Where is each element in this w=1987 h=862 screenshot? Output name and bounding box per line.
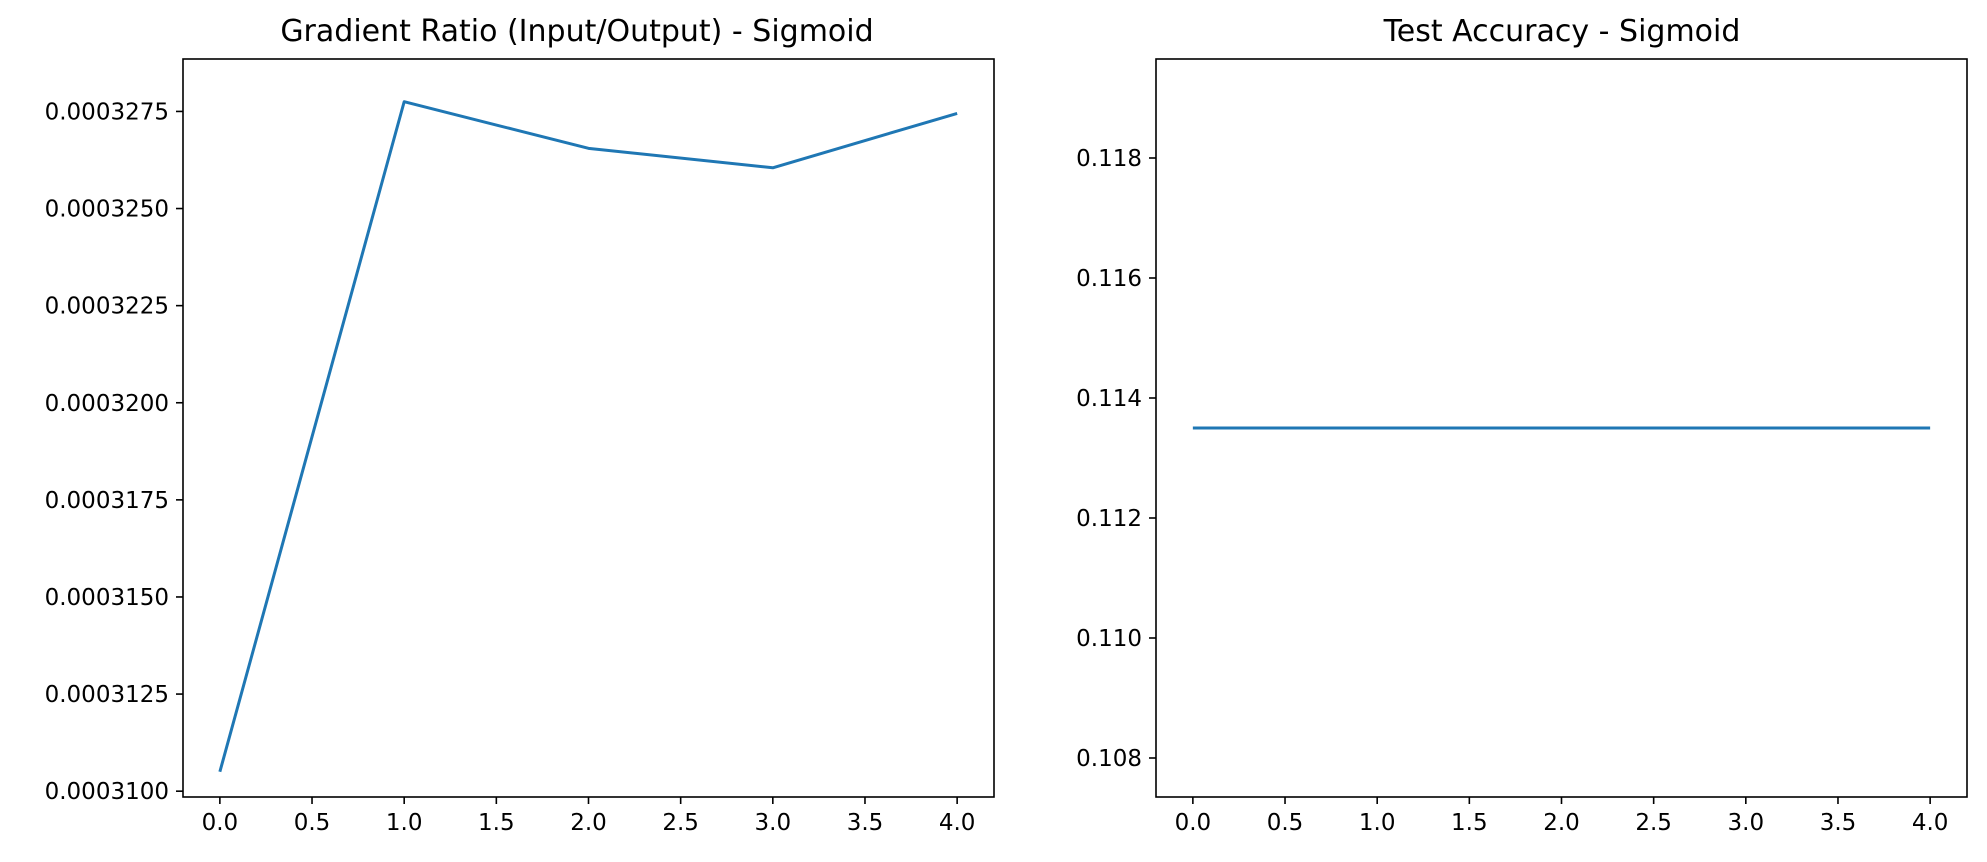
x-tick-label: 3.0 xyxy=(1728,810,1765,836)
x-tick-label: 1.0 xyxy=(1359,810,1396,836)
y-tick-label: 0.0003150 xyxy=(45,585,169,611)
y-tick-label: 0.0003100 xyxy=(45,779,169,805)
y-tick-label: 0.0003175 xyxy=(45,488,169,514)
chart-title: Gradient Ratio (Input/Output) - Sigmoid xyxy=(280,14,873,49)
series-line xyxy=(218,100,958,773)
y-tick-label: 0.0003225 xyxy=(45,294,169,320)
plot-frame xyxy=(1155,58,1968,798)
x-tick-label: 3.5 xyxy=(847,810,884,836)
x-tick-label: 3.0 xyxy=(755,810,792,836)
y-tick-label: 0.110 xyxy=(1076,626,1142,652)
x-tick-label: 4.0 xyxy=(1912,810,1949,836)
y-tick-label: 0.112 xyxy=(1076,506,1142,532)
x-tick-label: 0.0 xyxy=(1175,810,1212,836)
x-tick-label: 0.5 xyxy=(1267,810,1304,836)
y-tick-label: 0.114 xyxy=(1076,386,1142,412)
x-tick-label: 4.0 xyxy=(939,810,976,836)
gradient-ratio-chart: Gradient Ratio (Input/Output) - Sigmoid … xyxy=(45,14,995,836)
y-tick-label: 0.0003125 xyxy=(45,682,169,708)
y-tick-label: 0.0003275 xyxy=(45,99,169,125)
y-tick-label: 0.0003250 xyxy=(45,197,169,223)
y-tick-label: 0.116 xyxy=(1076,266,1142,292)
plot-frame xyxy=(182,58,995,798)
x-tick-label: 0.0 xyxy=(202,810,239,836)
x-tick-label: 2.0 xyxy=(570,810,607,836)
test-accuracy-chart: Test Accuracy - Sigmoid 0.0 0.5 1.0 1.5 2.0 2… xyxy=(1076,14,1968,836)
x-tick-label: 3.5 xyxy=(1820,810,1857,836)
x-tick-label: 1.0 xyxy=(386,810,423,836)
x-tick-label: 1.5 xyxy=(478,810,515,836)
chart-title: Test Accuracy - Sigmoid xyxy=(1383,14,1741,49)
x-tick-label: 1.5 xyxy=(1451,810,1488,836)
x-tick-label: 2.5 xyxy=(1635,810,1672,836)
y-tick-label: 0.118 xyxy=(1076,146,1142,172)
y-tick-label: 0.108 xyxy=(1076,746,1142,772)
x-tick-label: 2.5 xyxy=(662,810,699,836)
x-tick-label: 0.5 xyxy=(294,810,331,836)
x-tick-label: 2.0 xyxy=(1543,810,1580,836)
y-tick-label: 0.0003200 xyxy=(45,391,169,417)
